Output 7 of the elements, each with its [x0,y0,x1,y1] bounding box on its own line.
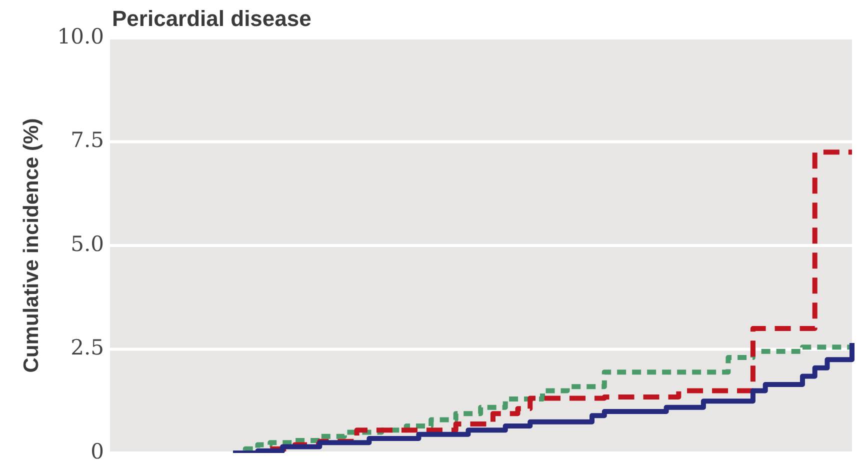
y-axis-title: Cumulative incidence (%) [20,118,43,373]
y-tick-label: 7.5 [70,128,104,152]
y-tick-label: 0 [90,439,104,463]
y-tick-label: 2.5 [70,336,104,360]
chart-title: Pericardial disease [112,6,312,32]
y-tick-label: 10.0 [57,24,104,48]
y-tick-label: 5.0 [70,232,104,256]
